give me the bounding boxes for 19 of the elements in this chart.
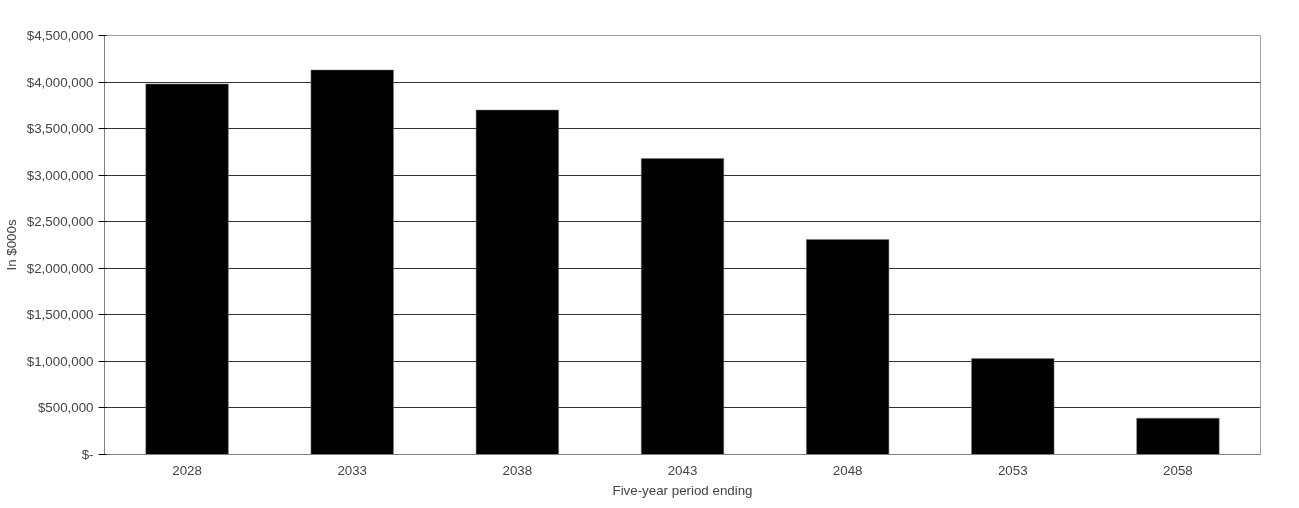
x-tick-label: 2038 bbox=[502, 462, 533, 478]
y-axis-title: In $000s bbox=[3, 219, 19, 271]
x-tick-label: 2048 bbox=[832, 462, 863, 478]
x-tick-label: 2043 bbox=[667, 462, 698, 478]
x-tick-label: 2058 bbox=[1163, 462, 1193, 478]
y-tick-label: $3,000,000 bbox=[26, 167, 94, 183]
y-tick-label: $2,500,000 bbox=[26, 214, 94, 230]
y-tick-label: $4,000,000 bbox=[26, 74, 94, 90]
y-tick-label: $1,000,000 bbox=[26, 353, 94, 369]
y-tick-label: $3,500,000 bbox=[26, 121, 94, 137]
x-tick-label: 2033 bbox=[337, 462, 368, 478]
y-tick-label: $4,500,000 bbox=[26, 28, 94, 43]
y-tick-label: $1,500,000 bbox=[26, 307, 94, 323]
y-tick-label: $- bbox=[81, 447, 94, 462]
x-tick-label: 2028 bbox=[172, 462, 202, 478]
y-tick-label: $500,000 bbox=[37, 400, 94, 416]
y-tick-label: $2,000,000 bbox=[26, 260, 94, 276]
x-tick-label: 2053 bbox=[997, 462, 1028, 478]
x-axis-title: Five-year period ending bbox=[612, 482, 753, 498]
